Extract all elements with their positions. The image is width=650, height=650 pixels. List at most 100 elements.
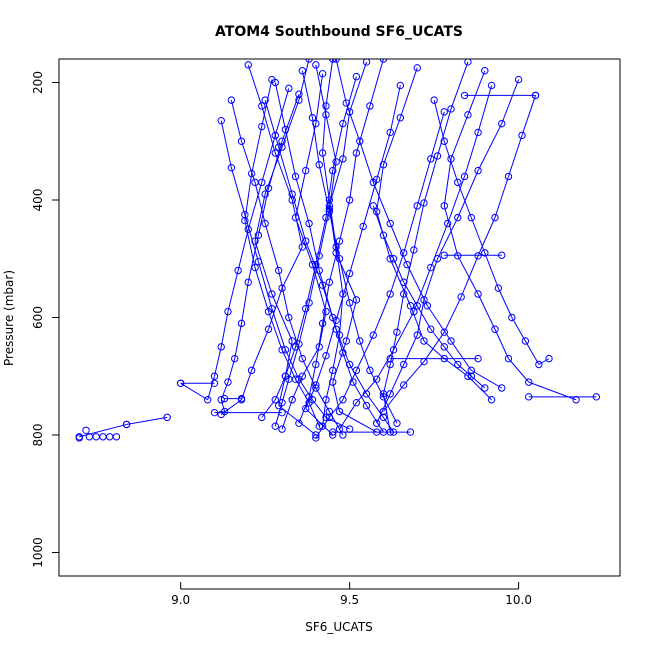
- data-point: [366, 366, 374, 375]
- series-segment: [477, 293, 496, 330]
- series-segment: [443, 296, 462, 333]
- data-point: [122, 420, 131, 429]
- series-segment: [244, 173, 253, 221]
- series-profile-23: [379, 91, 540, 416]
- data-point: [481, 384, 489, 392]
- data-point: [318, 69, 327, 78]
- data-point: [379, 59, 388, 63]
- series-segment: [332, 340, 347, 383]
- data-point: [393, 419, 401, 427]
- series-segment: [508, 358, 530, 383]
- data-point: [241, 216, 249, 225]
- data-point: [237, 319, 246, 328]
- series-segment: [318, 164, 330, 212]
- data-point: [305, 219, 313, 228]
- series-segment: [403, 361, 425, 386]
- series-segment: [308, 402, 320, 427]
- data-point: [217, 116, 225, 125]
- data-point: [423, 302, 432, 310]
- data-point: [224, 378, 232, 386]
- data-point: [258, 102, 266, 110]
- series-segment: [295, 378, 310, 403]
- series-segment: [342, 370, 357, 400]
- data-point: [288, 396, 296, 404]
- data-point: [217, 343, 225, 351]
- data-point: [420, 199, 428, 207]
- series-segment: [298, 378, 313, 401]
- series-profile-16: [271, 61, 340, 430]
- data-point: [508, 313, 516, 322]
- series-segment: [234, 323, 242, 359]
- data-point: [457, 293, 465, 301]
- series-segment: [389, 223, 408, 265]
- series-segment: [301, 70, 313, 118]
- series-segment: [325, 114, 337, 162]
- series-segment: [322, 399, 327, 427]
- data-point: [467, 366, 476, 375]
- x-tick-label: 9.5: [340, 593, 359, 607]
- data-point: [379, 231, 388, 239]
- series-segment: [430, 328, 445, 348]
- series-segment: [335, 329, 351, 365]
- series-segment: [180, 382, 208, 401]
- data-point: [474, 128, 482, 137]
- series-segment: [325, 59, 334, 107]
- data-point: [318, 149, 327, 157]
- series-segment: [464, 132, 479, 177]
- data-point: [288, 190, 296, 198]
- series-segment: [477, 85, 493, 133]
- data-point: [339, 290, 347, 298]
- data-point: [217, 396, 225, 404]
- series-segment: [301, 358, 317, 389]
- series-segment: [315, 355, 327, 386]
- series-segment: [382, 364, 391, 394]
- series-segment: [393, 311, 415, 351]
- data-point: [254, 231, 263, 239]
- data-point: [454, 213, 462, 222]
- series-segment: [241, 282, 249, 324]
- series-segment: [281, 246, 303, 289]
- data-point: [291, 375, 300, 383]
- series-segment: [376, 349, 395, 380]
- data-point: [312, 360, 320, 369]
- series-segment: [281, 94, 300, 142]
- series-segment: [349, 364, 367, 395]
- series-segment: [382, 393, 391, 433]
- series-segment: [450, 61, 469, 110]
- chart-title: ATOM4 Southbound SF6_UCATS: [215, 24, 463, 40]
- series-segment: [274, 376, 286, 400]
- data-point: [386, 219, 394, 228]
- data-point: [285, 84, 293, 93]
- data-point: [302, 237, 310, 245]
- series-segment: [281, 349, 297, 380]
- data-point: [521, 337, 530, 345]
- series-segment: [521, 95, 536, 136]
- series-segment: [237, 229, 249, 271]
- series-segment: [443, 346, 459, 365]
- data-point: [410, 246, 418, 254]
- data-point: [440, 251, 448, 259]
- data-point: [420, 296, 428, 304]
- series-segment: [494, 329, 509, 359]
- series-segment: [291, 376, 303, 400]
- series-segment: [278, 270, 290, 318]
- data-point: [203, 396, 212, 404]
- series-profile-9: [372, 75, 523, 427]
- series-profile-7: [295, 59, 388, 427]
- series-segment: [467, 375, 492, 401]
- data-point: [271, 131, 279, 140]
- data-point: [498, 251, 506, 259]
- data-point: [440, 343, 448, 351]
- data-point: [274, 143, 283, 151]
- series-segment: [261, 399, 276, 418]
- data-point: [474, 252, 482, 260]
- data-point: [258, 122, 266, 131]
- data-point: [261, 190, 269, 198]
- series-segment: [471, 369, 502, 389]
- series-segment: [433, 100, 445, 142]
- series-segment: [339, 258, 351, 303]
- series-profile-1: [251, 59, 320, 439]
- series-segment: [244, 220, 256, 268]
- x-axis-label: SF6_UCATS: [305, 620, 373, 634]
- data-point: [274, 266, 283, 275]
